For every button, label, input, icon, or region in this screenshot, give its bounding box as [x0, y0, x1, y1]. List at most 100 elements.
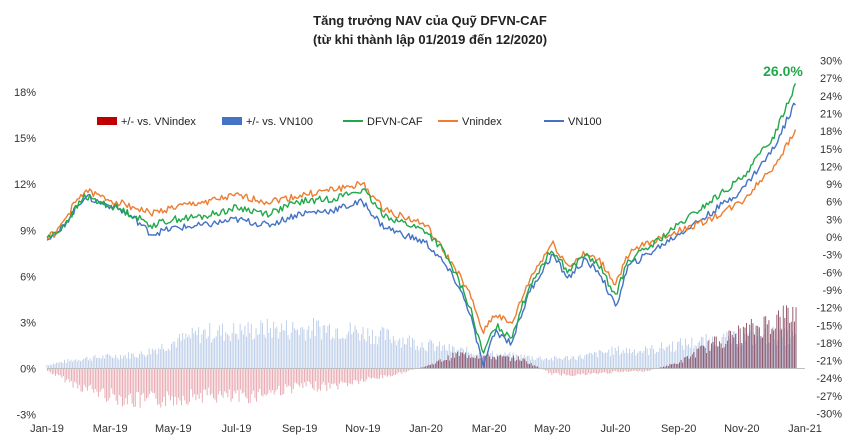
bar-vs-vnindex	[441, 361, 443, 369]
bar-vs-vnindex	[455, 353, 457, 369]
bar-vs-vn100	[619, 354, 621, 369]
bar-vs-vnindex	[67, 368, 69, 379]
bar-vs-vnindex	[787, 307, 789, 369]
right-y-tick-label: -3%	[822, 250, 842, 262]
bar-vs-vnindex	[273, 368, 275, 395]
bar-vs-vn100	[471, 353, 472, 369]
bar-vs-vn100	[467, 352, 469, 369]
bar-vs-vnindex	[473, 357, 475, 369]
bar-vs-vn100	[81, 360, 83, 369]
bar-vs-vn100	[522, 359, 524, 369]
bar-vs-vn100	[445, 349, 447, 369]
bar-vs-vnindex	[335, 368, 337, 386]
bar-vs-vn100	[702, 337, 704, 369]
bar-vs-vnindex	[687, 356, 688, 369]
bar-vs-vnindex	[366, 368, 368, 380]
bar-vs-vn100	[637, 353, 638, 369]
x-tick-label: Mar-20	[472, 423, 507, 435]
right-y-tick-label: 12%	[820, 161, 842, 173]
bar-vs-vn100	[153, 350, 155, 369]
bar-vs-vn100	[479, 351, 480, 369]
x-tick-label: Jan-20	[409, 423, 443, 435]
bar-vs-vnindex	[74, 368, 76, 382]
bar-vs-vn100	[715, 344, 717, 369]
bar-vs-vnindex	[462, 352, 463, 369]
bar-vs-vn100	[641, 352, 643, 369]
bar-vs-vn100	[795, 334, 796, 369]
bar-vs-vn100	[707, 342, 709, 369]
bar-vs-vn100	[201, 334, 203, 369]
bar-vs-vn100	[518, 359, 520, 369]
bar-vs-vnindex	[78, 368, 80, 385]
right-y-tick-label: -6%	[822, 267, 842, 279]
bar-vs-vn100	[557, 359, 559, 369]
bar-vs-vn100	[250, 323, 252, 369]
bar-vs-vn100	[84, 357, 86, 369]
bar-vs-vnindex	[222, 368, 224, 398]
bar-vs-vnindex	[110, 368, 112, 389]
bar-vs-vnindex	[679, 362, 680, 369]
bar-vs-vn100	[257, 335, 259, 369]
bar-vs-vn100	[691, 337, 693, 369]
bar-vs-vnindex	[398, 368, 400, 373]
bar-vs-vn100	[135, 357, 137, 369]
bar-vs-vn100	[238, 339, 239, 369]
bar-vs-vn100	[424, 350, 426, 369]
bar-vs-vn100	[667, 346, 669, 369]
bar-vs-vnindex	[246, 368, 248, 399]
bar-vs-vn100	[354, 325, 356, 369]
bar-vs-vnindex	[267, 368, 269, 394]
bar-vs-vn100	[570, 359, 571, 369]
bar-vs-vn100	[193, 333, 195, 369]
bar-vs-vnindex	[134, 368, 136, 407]
bar-vs-vnindex	[53, 368, 55, 374]
bar-vs-vnindex	[505, 356, 506, 369]
bar-vs-vnindex	[568, 368, 570, 376]
bar-vs-vnindex	[757, 325, 759, 369]
bar-vs-vn100	[546, 358, 547, 369]
right-y-tick-label: -15%	[816, 320, 842, 332]
bar-vs-vn100	[316, 320, 318, 369]
bar-vs-vnindex	[331, 368, 333, 384]
bar-vs-vn100	[51, 365, 53, 369]
bar-vs-vn100	[779, 330, 781, 369]
bar-vs-vn100	[166, 350, 168, 369]
bar-vs-vn100	[143, 355, 145, 369]
bar-vs-vnindex	[533, 365, 535, 369]
right-y-tick-label: 30%	[820, 56, 842, 68]
bar-vs-vnindex	[377, 368, 379, 380]
bar-vs-vnindex	[233, 368, 235, 392]
bar-vs-vnindex	[190, 368, 192, 390]
series-line-dfvn-caf	[46, 83, 797, 354]
bar-vs-vn100	[137, 357, 139, 369]
bar-vs-vnindex	[356, 368, 358, 382]
bar-vs-vn100	[609, 356, 611, 369]
bar-vs-vn100	[368, 335, 370, 369]
bar-vs-vn100	[303, 329, 305, 369]
bar-vs-vn100	[782, 336, 784, 369]
bar-vs-vnindex	[225, 368, 227, 393]
bar-vs-vnindex	[624, 368, 626, 371]
bar-vs-vnindex	[109, 368, 111, 398]
bar-vs-vnindex	[394, 368, 396, 375]
bar-vs-vnindex	[482, 355, 484, 369]
bar-vs-vn100	[214, 338, 216, 369]
bar-vs-vnindex	[557, 368, 559, 374]
bar-vs-vnindex	[209, 368, 211, 396]
bar-vs-vn100	[712, 336, 713, 369]
bar-vs-vn100	[496, 353, 498, 369]
bar-vs-vnindex	[572, 368, 574, 377]
bar-vs-vn100	[659, 348, 661, 369]
bar-vs-vnindex	[272, 368, 273, 391]
bar-vs-vnindex	[790, 321, 792, 369]
bar-vs-vnindex	[659, 367, 661, 369]
bar-vs-vnindex	[425, 366, 427, 369]
bar-vs-vn100	[241, 330, 243, 369]
bar-vs-vnindex	[426, 365, 428, 369]
bar-vs-vnindex	[150, 368, 152, 392]
bar-vs-vn100	[163, 349, 164, 369]
bar-vs-vn100	[740, 345, 742, 369]
bar-vs-vn100	[657, 352, 659, 369]
bar-vs-vn100	[734, 331, 736, 369]
bar-vs-vn100	[126, 358, 128, 369]
